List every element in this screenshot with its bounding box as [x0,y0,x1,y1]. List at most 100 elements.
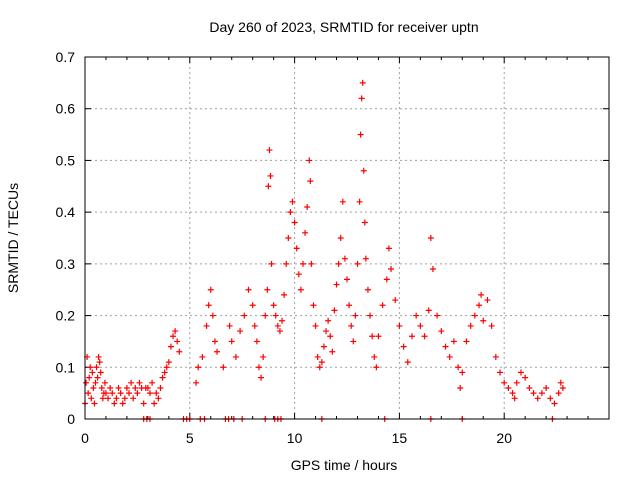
data-point [226,322,233,329]
data-point [358,95,365,102]
data-point [161,369,168,376]
data-point [251,322,258,329]
data-point [530,390,537,397]
data-point [195,364,202,371]
data-point [121,395,128,402]
grid [85,57,609,419]
data-point [291,219,298,226]
data-point [534,395,541,402]
data-point [88,395,95,402]
data-point [205,302,212,309]
data-point [115,384,122,391]
data-point [86,374,93,381]
data-point [526,384,533,391]
data-point [155,395,162,402]
data-point [361,219,368,226]
data-point [89,369,96,376]
data-point [559,384,566,391]
y-tick-label: 0 [67,411,75,427]
y-tick-label: 0.2 [56,308,76,324]
data-point [299,260,306,267]
y-axis-label: SRMTID / TECUs [5,183,21,293]
data-point [557,379,564,386]
data-point [87,364,94,371]
x-tick-label: 0 [81,430,89,446]
data-point [267,172,274,179]
data-point [538,390,545,397]
data-points [82,79,566,422]
data-point [249,302,256,309]
data-point [364,286,371,293]
data-point [237,328,244,335]
data-point [375,333,382,340]
data-point [85,390,92,397]
data-point [279,317,286,324]
data-point [509,390,516,397]
data-point [285,235,292,241]
data-point [329,348,336,355]
data-point [341,255,348,262]
data-point [304,203,311,210]
data-point [140,400,147,407]
y-tick-label: 0.3 [56,256,76,272]
data-point [134,390,141,397]
y-tick-label: 0.7 [56,49,76,65]
x-axis-label: GPS time / hours [291,457,398,473]
data-point [272,312,279,319]
data-point [547,395,554,402]
data-point [350,338,357,345]
y-tick-label: 0.6 [56,101,76,117]
data-point [265,183,272,190]
data-point [228,338,235,345]
data-point [232,353,239,360]
data-point [295,271,302,278]
data-point [421,333,428,340]
data-point [457,384,464,391]
data-point [119,400,126,407]
data-point [136,379,143,386]
data-point [344,276,350,283]
data-point [302,229,309,236]
data-point [478,291,485,298]
data-point [98,384,105,391]
data-point [480,317,487,324]
data-point [126,390,133,397]
data-point [385,245,392,252]
data-point [111,400,118,407]
data-point [159,374,166,381]
data-point [346,302,353,309]
data-point [352,312,359,319]
data-point [492,353,499,360]
data-point [209,312,216,319]
data-point [241,312,248,319]
data-point [501,379,508,386]
data-point [369,333,376,340]
data-point [306,157,313,164]
y-tick-label: 0.5 [56,152,76,168]
data-point [400,343,407,350]
data-point [95,353,102,360]
data-point [91,400,98,407]
data-point [262,312,269,319]
data-point [434,312,441,319]
data-point [471,312,478,319]
data-point [316,364,323,371]
data-point [199,353,206,360]
data-point [113,395,120,402]
data-point [339,198,346,205]
data-point [442,343,449,350]
data-point [93,364,100,371]
data-point [383,276,390,283]
data-point [264,286,271,293]
data-point [151,400,158,407]
data-point [153,390,160,397]
data-point [522,374,529,381]
data-point [132,384,139,391]
data-point [163,364,170,371]
data-point [207,286,214,293]
data-point [253,338,260,345]
data-point [517,369,524,376]
data-point [193,379,200,386]
data-point [467,322,474,329]
